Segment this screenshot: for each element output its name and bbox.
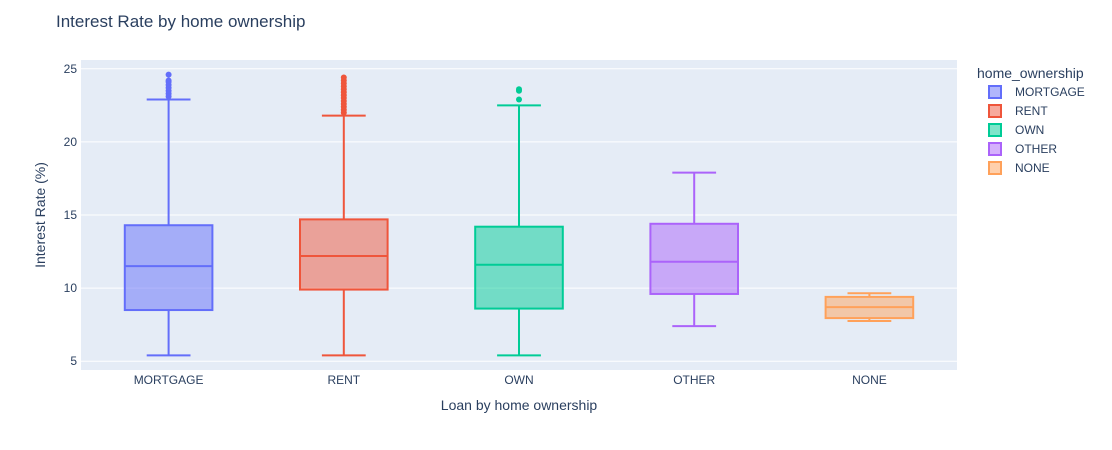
chart-title: Interest Rate by home ownership [56,12,306,31]
outlier-point [516,86,522,93]
outlier-point [516,96,522,103]
x-tick-label: OWN [504,373,533,387]
outlier-point [340,74,347,81]
y-axis-title: Interest Rate (%) [32,162,48,268]
box-rent [299,218,389,291]
x-tick-label: NONE [852,373,887,387]
x-axis-title: Loan by home ownership [441,397,598,413]
legend-swatch [988,104,1002,118]
outlier-point [165,71,172,78]
legend-swatch [988,123,1002,137]
outlier-point [165,77,172,84]
y-tick-label: 15 [64,208,78,222]
box-other [649,222,740,295]
legend-label: NONE [1015,161,1050,175]
x-tick-label: RENT [327,373,360,387]
y-tick-label: 10 [64,281,78,295]
legend-label: OWN [1015,123,1044,137]
x-tick-label: MORTGAGE [134,373,204,387]
legend-label: OTHER [1015,142,1057,156]
y-tick-label: 5 [70,354,77,368]
legend-label: MORTGAGE [1015,85,1085,99]
x-tick-label: OTHER [673,373,715,387]
legend-swatch [988,161,1002,175]
legend-swatch [988,85,1002,99]
y-tick-label: 25 [64,62,78,76]
legend-label: RENT [1015,104,1048,118]
legend-swatch [988,142,1002,156]
box-own [474,225,564,310]
y-tick-label: 20 [64,135,78,149]
legend-title: home_ownership [977,65,1084,81]
box-mortgage [123,224,214,312]
